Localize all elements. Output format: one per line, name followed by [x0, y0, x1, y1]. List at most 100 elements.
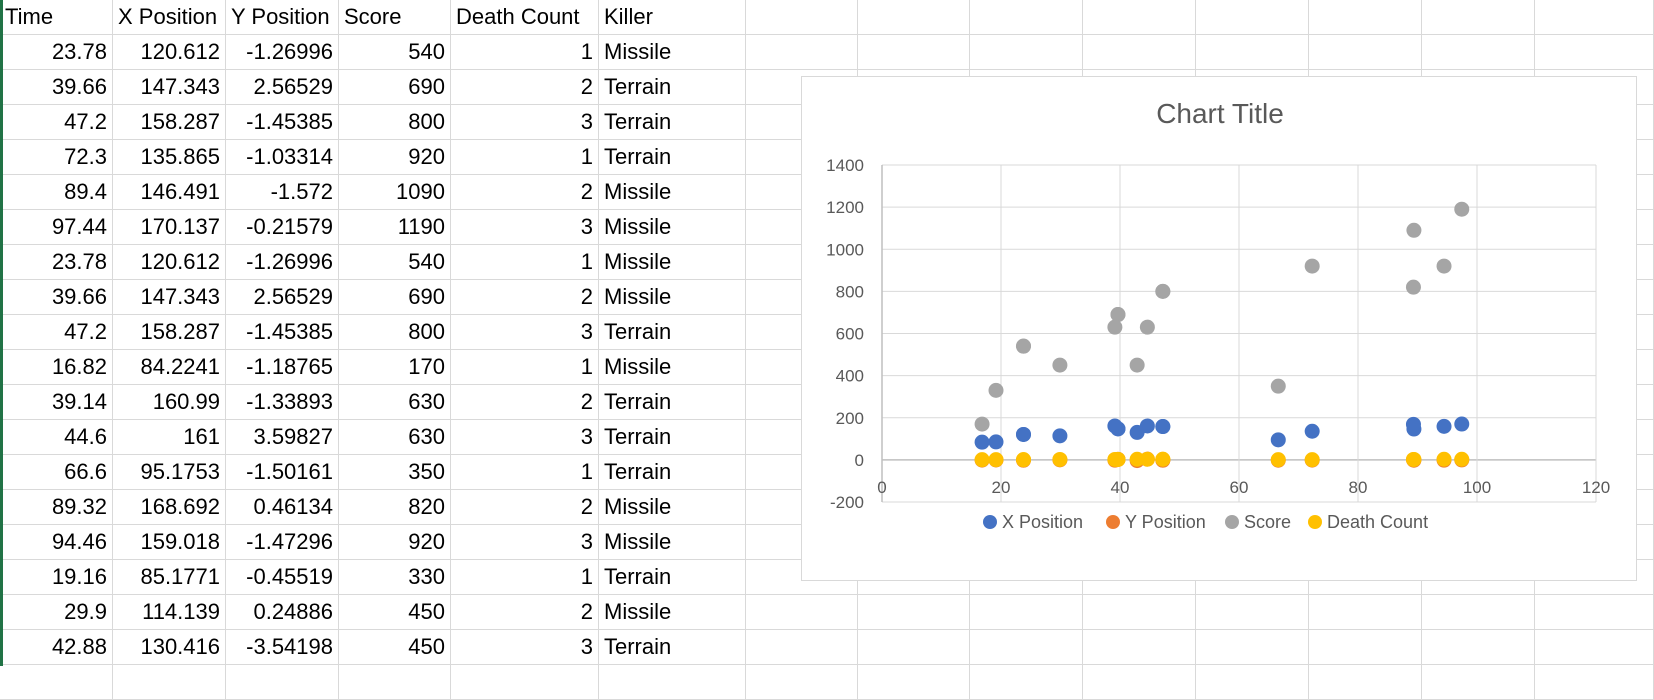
data-cell[interactable]: 2	[451, 385, 599, 420]
data-cell[interactable]: 3	[451, 105, 599, 140]
empty-cell[interactable]	[746, 630, 858, 665]
data-point-score[interactable]	[1107, 319, 1123, 335]
empty-cell[interactable]	[1083, 0, 1196, 35]
data-cell[interactable]: 3	[451, 210, 599, 245]
data-cell[interactable]: 39.66	[0, 70, 113, 105]
data-cell[interactable]: 1	[451, 455, 599, 490]
data-cell[interactable]: 2.56529	[226, 280, 339, 315]
data-cell[interactable]: Terrain	[599, 560, 746, 595]
data-cell[interactable]: -1.47296	[226, 525, 339, 560]
data-cell[interactable]: -1.33893	[226, 385, 339, 420]
data-cell[interactable]: 3	[451, 420, 599, 455]
data-cell[interactable]: 47.2	[0, 105, 113, 140]
data-point-death-count[interactable]	[974, 452, 990, 468]
empty-cell[interactable]	[1422, 665, 1535, 700]
data-cell[interactable]: 170	[339, 350, 451, 385]
data-cell[interactable]: Missile	[599, 525, 746, 560]
data-cell[interactable]: Terrain	[599, 140, 746, 175]
data-cell[interactable]: 23.78	[0, 35, 113, 70]
scatter-chart[interactable]: Chart Title -200 0 200 400 600 800 1000 1200 1400…	[801, 76, 1637, 581]
empty-cell[interactable]	[970, 595, 1083, 630]
data-cell[interactable]: 800	[339, 315, 451, 350]
legend-label[interactable]: X Position	[1002, 512, 1083, 532]
data-cell[interactable]: 2	[451, 175, 599, 210]
data-cell[interactable]: 147.343	[113, 70, 226, 105]
data-cell[interactable]: 19.16	[0, 560, 113, 595]
data-point-x-position[interactable]	[1436, 418, 1452, 434]
empty-cell[interactable]	[113, 665, 226, 700]
data-cell[interactable]: 168.692	[113, 490, 226, 525]
data-point-x-position[interactable]	[1129, 424, 1145, 440]
data-point-score[interactable]	[1405, 279, 1421, 295]
data-cell[interactable]: Terrain	[599, 70, 746, 105]
data-cell[interactable]: Terrain	[599, 315, 746, 350]
data-cell[interactable]: -1.50161	[226, 455, 339, 490]
empty-cell[interactable]	[226, 665, 339, 700]
data-cell[interactable]: 120.612	[113, 245, 226, 280]
data-cell[interactable]: 0.46134	[226, 490, 339, 525]
data-cell[interactable]: 630	[339, 420, 451, 455]
data-cell[interactable]: 350	[339, 455, 451, 490]
data-cell[interactable]: 159.018	[113, 525, 226, 560]
chart-title[interactable]: Chart Title	[1156, 98, 1284, 129]
empty-cell[interactable]	[1083, 630, 1196, 665]
legend-label[interactable]: Score	[1244, 512, 1291, 532]
data-cell[interactable]: 1	[451, 245, 599, 280]
data-cell[interactable]: 450	[339, 595, 451, 630]
data-point-score[interactable]	[1110, 307, 1126, 323]
empty-cell[interactable]	[1422, 595, 1535, 630]
empty-cell[interactable]	[1083, 35, 1196, 70]
data-cell[interactable]: 146.491	[113, 175, 226, 210]
data-point-death-count[interactable]	[1107, 451, 1123, 467]
empty-cell[interactable]	[1196, 595, 1309, 630]
data-point-score[interactable]	[1015, 338, 1031, 354]
empty-cell[interactable]	[1196, 665, 1309, 700]
data-cell[interactable]: 158.287	[113, 315, 226, 350]
data-point-death-count[interactable]	[988, 452, 1004, 468]
data-cell[interactable]: 1	[451, 560, 599, 595]
column-header-cell[interactable]: X Position	[113, 0, 226, 35]
data-cell[interactable]: -0.45519	[226, 560, 339, 595]
data-cell[interactable]: -1.26996	[226, 35, 339, 70]
data-cell[interactable]: -1.572	[226, 175, 339, 210]
empty-cell[interactable]	[1535, 595, 1654, 630]
empty-cell[interactable]	[1422, 630, 1535, 665]
data-point-death-count[interactable]	[1304, 452, 1320, 468]
data-point-x-position[interactable]	[1015, 426, 1031, 442]
data-point-x-position[interactable]	[1052, 428, 1068, 444]
empty-cell[interactable]	[746, 595, 858, 630]
data-cell[interactable]: 29.9	[0, 595, 113, 630]
data-cell[interactable]: 16.82	[0, 350, 113, 385]
data-cell[interactable]: 2	[451, 490, 599, 525]
empty-cell[interactable]	[1309, 630, 1422, 665]
data-point-death-count[interactable]	[1454, 451, 1470, 467]
empty-cell[interactable]	[339, 665, 451, 700]
data-cell[interactable]: Terrain	[599, 420, 746, 455]
data-cell[interactable]: Missile	[599, 210, 746, 245]
data-cell[interactable]: 158.287	[113, 105, 226, 140]
data-cell[interactable]: 135.865	[113, 140, 226, 175]
data-cell[interactable]: Terrain	[599, 385, 746, 420]
data-cell[interactable]: 72.3	[0, 140, 113, 175]
data-cell[interactable]: 1	[451, 350, 599, 385]
empty-cell[interactable]	[858, 595, 970, 630]
empty-cell[interactable]	[0, 665, 113, 700]
data-cell[interactable]: 3	[451, 315, 599, 350]
empty-cell[interactable]	[1422, 0, 1535, 35]
data-point-score[interactable]	[974, 416, 990, 432]
legend-label[interactable]: Y Position	[1125, 512, 1206, 532]
data-cell[interactable]: 1	[451, 140, 599, 175]
empty-cell[interactable]	[1535, 35, 1654, 70]
data-cell[interactable]: 84.2241	[113, 350, 226, 385]
data-cell[interactable]: Missile	[599, 350, 746, 385]
data-cell[interactable]: 66.6	[0, 455, 113, 490]
empty-cell[interactable]	[746, 35, 858, 70]
data-cell[interactable]: Missile	[599, 35, 746, 70]
empty-cell[interactable]	[1309, 665, 1422, 700]
data-point-death-count[interactable]	[1155, 451, 1171, 467]
data-cell[interactable]: 39.66	[0, 280, 113, 315]
data-cell[interactable]: 540	[339, 245, 451, 280]
empty-cell[interactable]	[1535, 630, 1654, 665]
empty-cell[interactable]	[746, 0, 858, 35]
empty-cell[interactable]	[1196, 0, 1309, 35]
